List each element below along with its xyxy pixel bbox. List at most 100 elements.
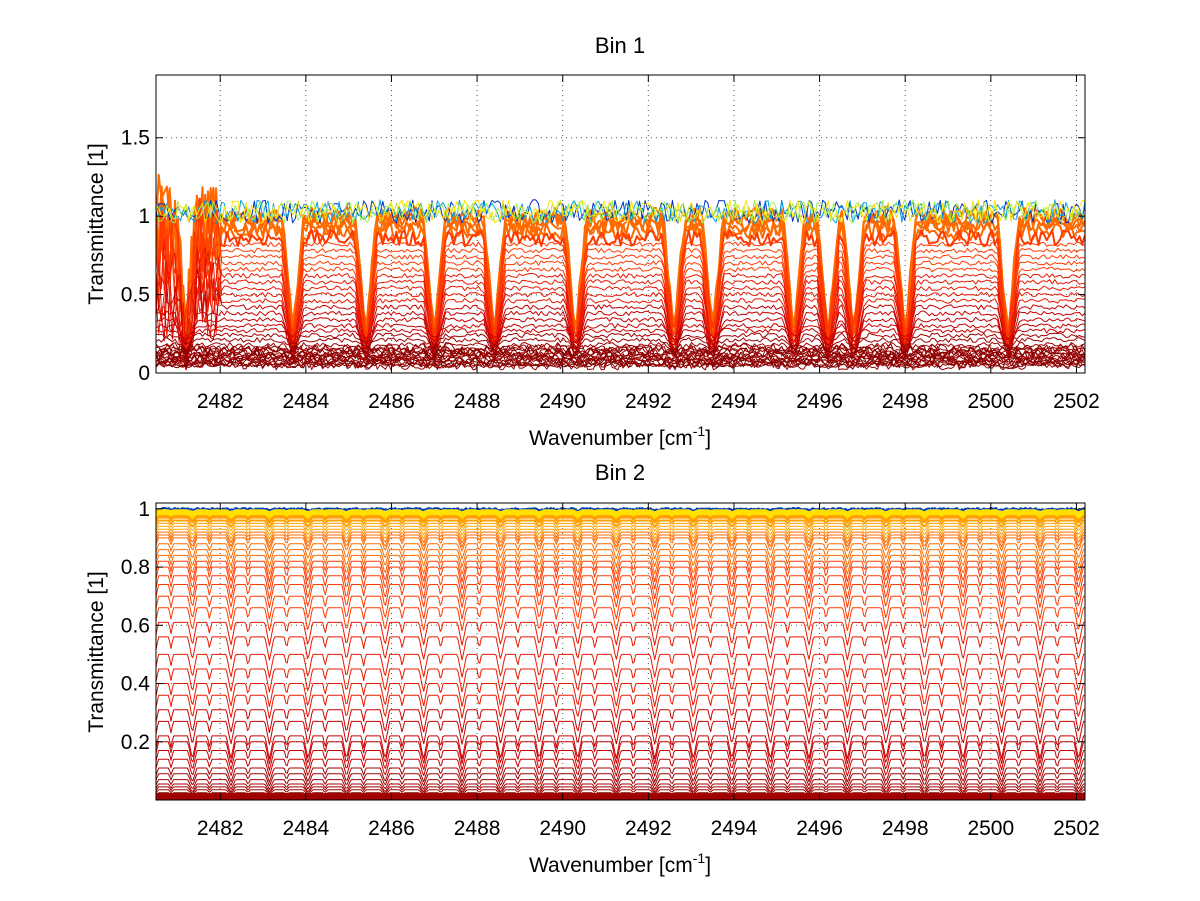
y-tick-label: 0.8 — [121, 556, 150, 579]
y-tick-label: 0.6 — [121, 614, 150, 637]
series-line — [156, 720, 1085, 745]
series-line — [156, 636, 1085, 661]
panel-1-title: Bin 1 — [595, 33, 645, 58]
panel-2-y-ticks: 0.2 0.4 0.6 0.8 1 — [121, 498, 1085, 754]
panel-1-x-label: Wavenumber [cm-1] — [529, 423, 711, 450]
series-line — [156, 197, 1085, 344]
series-line — [156, 316, 1085, 363]
panel-bin-1: Bin 1 2482 2484 2486 2488 2490 2492 2494 2496 24… — [85, 33, 1100, 450]
series-line — [156, 653, 1085, 678]
series-line — [156, 767, 1085, 783]
y-tick-label: 1 — [138, 498, 150, 521]
panel-1-y-ticks: 0 0.5 1 1.5 — [121, 127, 1085, 385]
x-tick-label: 2484 — [282, 817, 329, 840]
x-tick-label: 2490 — [539, 817, 586, 840]
series-line — [156, 537, 1085, 552]
series-line — [156, 231, 1085, 363]
x-tick-label: 2494 — [711, 817, 758, 840]
series-line — [156, 221, 1085, 354]
series-line — [156, 549, 1085, 568]
panel-bin-2: Bin 2 2482 2484 2486 2488 2490 2492 2494 2496 24… — [85, 460, 1100, 877]
y-tick-label: 1.5 — [121, 127, 150, 150]
panel-2-title: Bin 2 — [595, 460, 645, 485]
series-line — [156, 595, 1085, 620]
x-tick-label: 2488 — [454, 817, 501, 840]
series-line — [156, 554, 1085, 575]
series-line — [156, 789, 1085, 797]
x-tick-label: 2490 — [539, 390, 586, 413]
x-tick-label: 2484 — [282, 390, 329, 413]
y-tick-label: 1 — [138, 205, 150, 228]
series-line — [156, 248, 1085, 358]
series-line — [156, 735, 1085, 760]
panel-2-frame — [155, 502, 1086, 801]
x-tick-label: 2482 — [197, 390, 244, 413]
x-tick-label: 2492 — [625, 390, 672, 413]
y-tick-label: 0.2 — [121, 731, 150, 754]
x-tick-label: 2492 — [625, 817, 672, 840]
series-line — [156, 199, 1085, 224]
panel-1-series — [156, 173, 1085, 371]
series-line — [156, 343, 1085, 354]
series-line — [156, 211, 1085, 355]
series-line — [156, 525, 1085, 536]
series-line — [156, 741, 1085, 765]
x-tick-label: 2494 — [711, 390, 758, 413]
series-line — [156, 509, 1085, 514]
x-tick-label: 2502 — [1053, 817, 1100, 840]
x-tick-label: 2482 — [197, 817, 244, 840]
series-line — [156, 513, 1085, 520]
series-line — [156, 566, 1085, 590]
series-line — [156, 607, 1085, 632]
series-line — [156, 773, 1085, 787]
series-line — [156, 519, 1085, 528]
series-line — [156, 332, 1085, 347]
series-line — [156, 259, 1085, 354]
series-line — [156, 621, 1085, 646]
series-line — [156, 584, 1085, 608]
x-tick-label: 2502 — [1053, 390, 1100, 413]
series-line — [156, 779, 1085, 790]
series-line — [156, 254, 1085, 363]
series-line — [156, 786, 1085, 795]
series-line — [156, 694, 1085, 719]
series-line — [156, 683, 1085, 707]
x-tick-label: 2486 — [368, 390, 415, 413]
series-line — [156, 327, 1085, 344]
series-line — [156, 516, 1085, 524]
y-tick-label: 0.5 — [121, 284, 150, 307]
x-tick-label: 2496 — [796, 817, 843, 840]
series-line — [156, 323, 1085, 341]
x-tick-label: 2498 — [882, 817, 929, 840]
y-tick-label: 0 — [138, 362, 150, 385]
series-line — [156, 352, 1085, 363]
series-line — [156, 510, 1085, 516]
series-line — [156, 543, 1085, 560]
series-line — [156, 531, 1085, 544]
x-tick-label: 2496 — [796, 390, 843, 413]
series-line — [156, 560, 1085, 583]
y-tick-label: 0.4 — [121, 673, 151, 696]
panel-2-x-label: Wavenumber [cm-1] — [529, 850, 711, 877]
series-line — [156, 278, 1085, 371]
series-line — [156, 668, 1085, 693]
series-line — [156, 534, 1085, 548]
panel-1-frame — [155, 74, 1086, 374]
series-line — [156, 310, 1085, 359]
x-tick-label: 2486 — [368, 817, 415, 840]
panel-1-x-ticks: 2482 2484 2486 2488 2490 2492 2494 2496 2498 2500… — [197, 75, 1100, 413]
series-line — [156, 269, 1085, 371]
panel-2-y-label: Transmittance [1] — [85, 571, 108, 732]
series-line — [156, 238, 1085, 356]
panel-2-series — [156, 507, 1085, 800]
x-tick-label: 2498 — [882, 390, 929, 413]
panel-2-x-ticks: 2482 2484 2486 2488 2490 2492 2494 2496 2498 2500… — [197, 503, 1100, 840]
series-line — [156, 750, 1085, 771]
series-line — [156, 575, 1085, 600]
x-tick-label: 2488 — [454, 390, 501, 413]
series-line — [156, 758, 1085, 777]
x-tick-label: 2500 — [967, 390, 1014, 413]
series-line — [156, 351, 1085, 362]
x-tick-label: 2500 — [967, 817, 1014, 840]
